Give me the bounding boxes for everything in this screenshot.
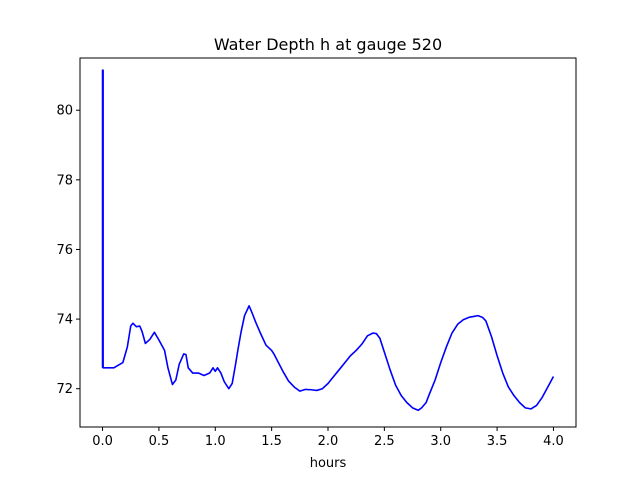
x-tick-label: 4.0 xyxy=(543,434,564,449)
plot-area xyxy=(101,69,555,412)
y-tick-label: 72 xyxy=(56,382,73,397)
x-tick-label: 0.0 xyxy=(92,434,113,449)
x-tick-label: 0.5 xyxy=(149,434,170,449)
chart-title: Water Depth h at gauge 520 xyxy=(214,35,442,54)
series-line-0 xyxy=(101,69,555,412)
y-tick-label: 80 xyxy=(56,104,73,119)
y-axis: 72 74 76 78 80 xyxy=(56,104,80,397)
x-axis: 0.0 0.5 1.0 1.5 2.0 2.5 3.0 3.5 4.0 xyxy=(92,427,564,449)
x-tick-label: 1.5 xyxy=(261,434,282,449)
x-tick-label: 3.0 xyxy=(430,434,451,449)
x-axis-label: hours xyxy=(310,456,347,471)
y-tick-label: 76 xyxy=(56,243,73,258)
x-tick-label: 1.0 xyxy=(205,434,226,449)
x-tick-label: 2.0 xyxy=(318,434,339,449)
x-tick-label: 3.5 xyxy=(487,434,508,449)
x-tick-label: 2.5 xyxy=(374,434,395,449)
y-tick-label: 74 xyxy=(56,313,73,328)
y-tick-label: 78 xyxy=(56,173,73,188)
